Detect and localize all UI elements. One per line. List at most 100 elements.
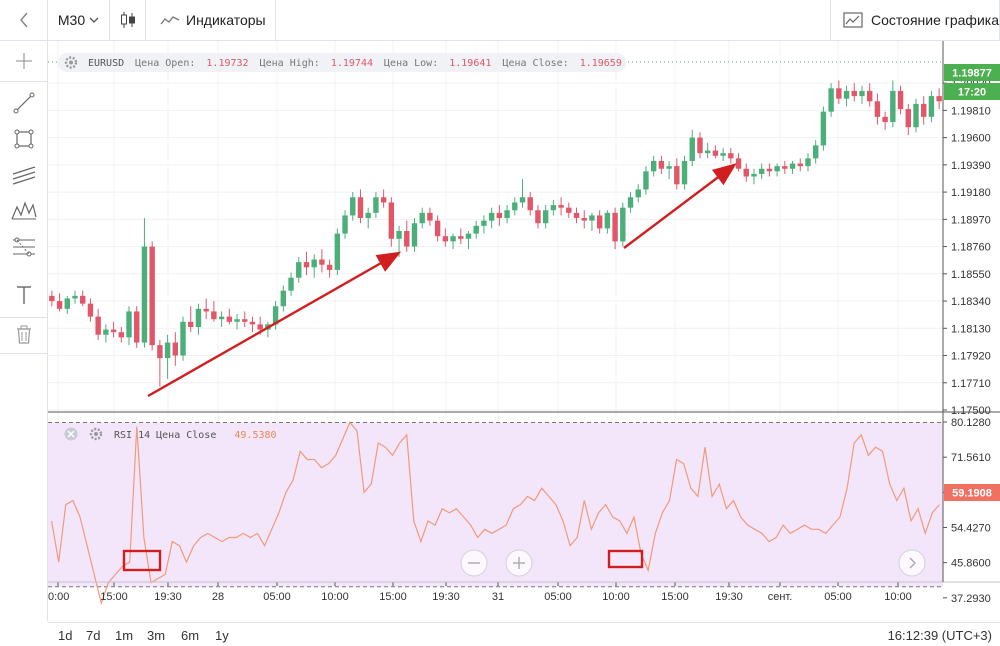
crosshair-icon <box>15 53 32 69</box>
rsi-gear-icon[interactable] <box>89 427 103 441</box>
candle <box>419 207 425 229</box>
candle-body <box>527 197 533 211</box>
time-tick-label: 19:30 <box>154 591 182 603</box>
legend-gear-icon[interactable] <box>64 56 78 69</box>
candle <box>596 210 603 234</box>
candle-body <box>921 103 927 117</box>
price-tick-label: 1.18340 <box>951 296 991 308</box>
rsi-tick-label: 80.1280 <box>951 417 991 429</box>
candle-body <box>95 316 101 335</box>
price-tick-label: 1.18550 <box>951 269 991 281</box>
range-7d[interactable]: 7d <box>86 628 101 643</box>
zoom-in-button[interactable] <box>505 549 533 577</box>
delete-drawings-button[interactable] <box>0 317 47 353</box>
legend-line: EURUSD Цена Open: 1.19732 Цена High: 1.1… <box>88 58 622 69</box>
chart-type-button[interactable] <box>110 0 146 40</box>
candle <box>49 290 55 307</box>
candle-body <box>627 197 634 208</box>
candle-body <box>87 303 94 317</box>
rsi-line <box>51 421 940 606</box>
candle <box>188 306 194 333</box>
range-1d[interactable]: 1d <box>58 628 73 643</box>
chart-area[interactable]: 1.200201.198101.196001.193901.191801.189… <box>48 41 1000 622</box>
rsi-legend-value: 49.5380 <box>234 430 276 441</box>
rsi-band <box>48 422 943 587</box>
candle-body <box>797 163 803 167</box>
rsi-remove-icon[interactable] <box>64 427 78 441</box>
candle-body <box>157 345 163 359</box>
range-6m[interactable]: 6m <box>181 628 200 643</box>
indicators-button[interactable]: Индикаторы <box>146 0 276 40</box>
scroll-right-button[interactable] <box>898 549 926 577</box>
candle-body <box>596 215 603 229</box>
candle-body <box>867 90 873 102</box>
candle <box>728 147 734 164</box>
range-1y[interactable]: 1y <box>215 628 229 643</box>
candle-body <box>72 295 78 299</box>
candle <box>836 80 842 104</box>
time-tick-label: 05:00 <box>824 591 852 603</box>
candle <box>851 83 857 102</box>
candle-body <box>612 212 618 242</box>
fibonacci-tool[interactable] <box>0 229 47 265</box>
text-tool[interactable] <box>0 277 47 313</box>
candle <box>928 90 935 123</box>
candle-body <box>897 90 904 110</box>
candle <box>874 93 881 125</box>
candle <box>620 202 626 247</box>
candle <box>774 163 780 177</box>
rectangle-tool[interactable] <box>0 121 47 157</box>
rsi-highlight-box-1 <box>122 549 162 572</box>
clock: 16:12:39 (UTC+3) <box>887 628 992 643</box>
candle <box>504 205 510 224</box>
candle-body <box>519 197 526 203</box>
candle-body <box>257 324 263 330</box>
candle <box>643 166 649 195</box>
candle-body <box>828 88 834 112</box>
candle-body <box>280 290 287 307</box>
candle-body <box>666 166 672 169</box>
candle <box>95 308 101 340</box>
zoom-out-button[interactable] <box>460 549 488 577</box>
indicators-label: Индикаторы <box>186 12 266 28</box>
candle-body <box>64 298 70 309</box>
range-3m[interactable]: 3m <box>147 628 166 643</box>
rectangle-icon <box>14 129 33 149</box>
time-tick-label: 19:30 <box>432 591 460 603</box>
candle-body <box>697 137 703 154</box>
interval-selector[interactable]: M30 <box>48 0 110 40</box>
range-1m[interactable]: 1m <box>115 628 134 643</box>
rsi-tick-label: 37.2930 <box>951 593 991 605</box>
candle <box>272 301 279 330</box>
pattern-tool[interactable] <box>0 193 47 229</box>
legend-symbol: EURUSD <box>88 58 124 69</box>
candle <box>180 316 186 361</box>
candle-body <box>535 210 541 224</box>
channel-tool[interactable] <box>0 157 47 193</box>
chevron-down-icon <box>89 17 99 23</box>
rsi-tick-label: 45.8600 <box>951 558 991 570</box>
trendline-tool[interactable] <box>0 85 47 121</box>
candle <box>658 155 665 174</box>
candle <box>249 316 256 333</box>
candle <box>743 163 749 182</box>
candle-body <box>859 90 865 97</box>
candle <box>921 96 927 125</box>
candle <box>627 192 634 213</box>
candle-body <box>751 173 757 177</box>
candle-body <box>604 212 611 229</box>
back-button[interactable] <box>0 0 48 40</box>
candle <box>164 334 171 379</box>
legend-close-label: Цена Close: <box>502 58 568 69</box>
candle <box>434 215 441 242</box>
candle <box>512 197 518 216</box>
chart-state-button[interactable]: Состояние графика <box>830 0 1000 40</box>
candle-body <box>342 215 348 234</box>
candle <box>288 272 294 296</box>
price-tick-label: 1.18970 <box>951 214 991 226</box>
crosshair-tool[interactable] <box>0 43 47 79</box>
candle-body <box>419 212 425 224</box>
candle <box>867 83 873 107</box>
candle <box>936 88 942 110</box>
candle-body <box>882 116 888 123</box>
